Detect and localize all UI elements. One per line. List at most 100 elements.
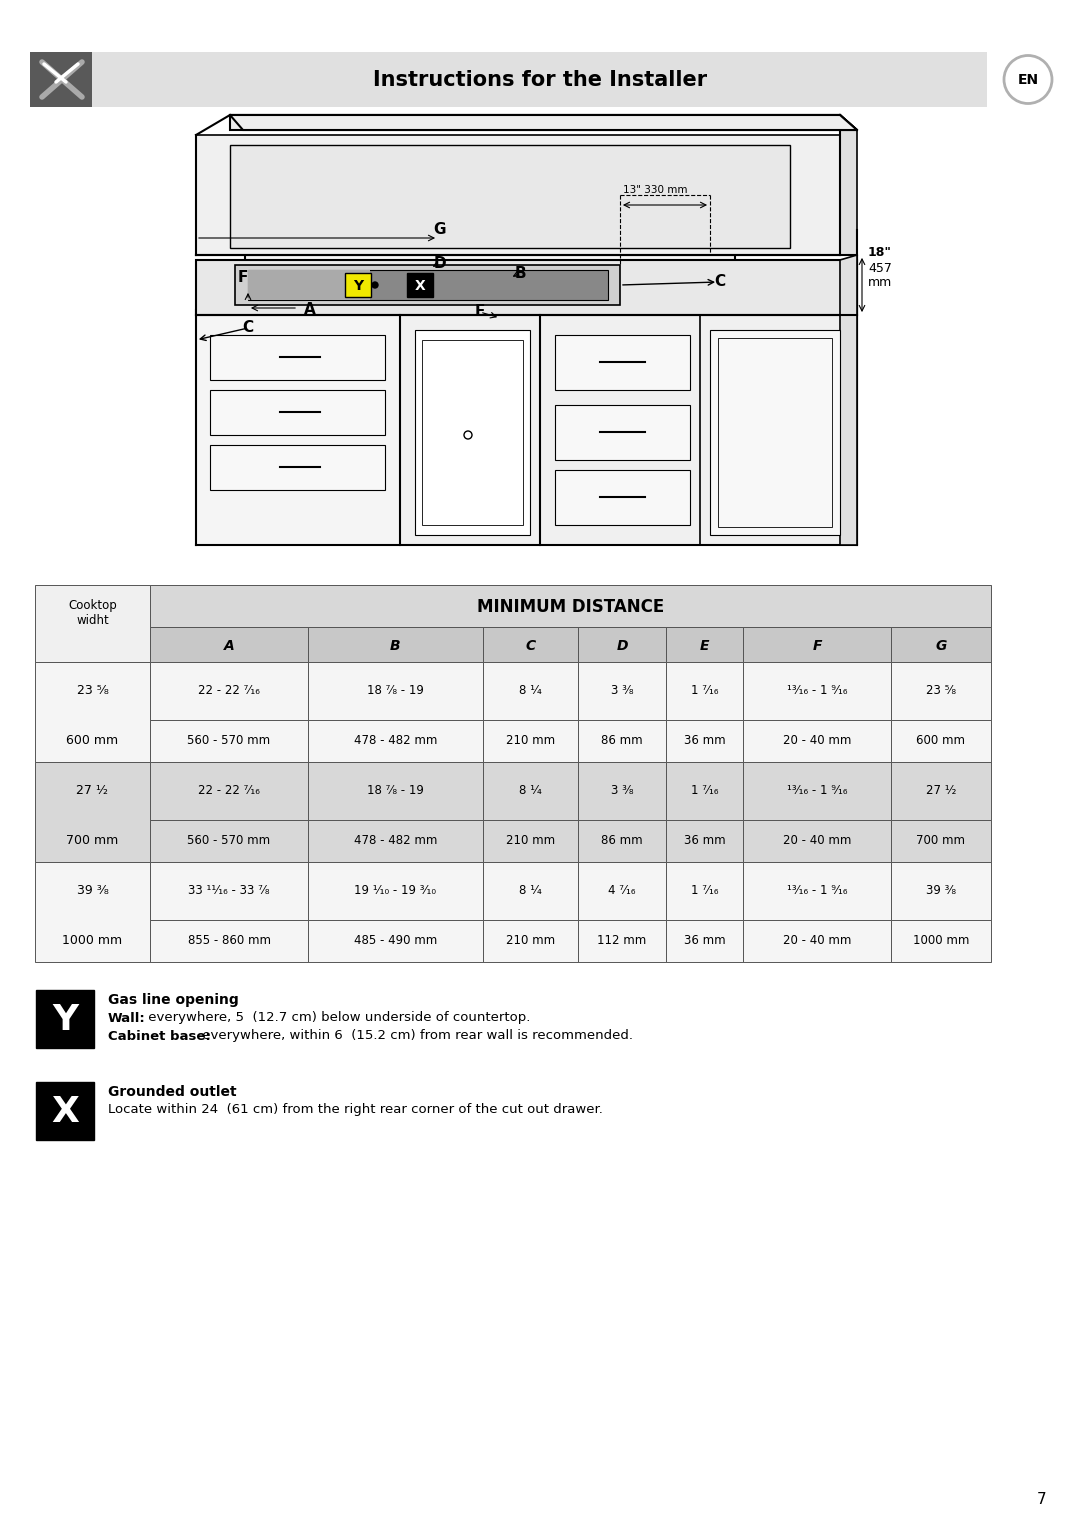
Text: 1 ⁷⁄₁₆: 1 ⁷⁄₁₆ [691, 684, 718, 698]
Polygon shape [840, 115, 858, 255]
Text: 478 - 482 mm: 478 - 482 mm [354, 734, 437, 748]
Bar [743, 820, 891, 863]
Bar [308, 663, 483, 721]
Bar [666, 628, 743, 663]
Text: 8 ¹⁄₄: 8 ¹⁄₄ [519, 684, 542, 698]
Text: 39 ³⁄₈: 39 ³⁄₈ [926, 884, 956, 898]
Text: 20 - 40 mm: 20 - 40 mm [783, 834, 851, 847]
Polygon shape [555, 405, 690, 460]
Polygon shape [230, 115, 858, 130]
Text: 560 - 570 mm: 560 - 570 mm [188, 734, 271, 748]
Bar [150, 663, 308, 721]
Bar [35, 762, 150, 863]
Bar [891, 762, 991, 820]
Polygon shape [210, 444, 384, 490]
Text: EN: EN [1017, 73, 1039, 87]
Text: 36 mm: 36 mm [684, 935, 726, 947]
Text: mm: mm [868, 276, 892, 290]
Text: 27 ¹⁄₂: 27 ¹⁄₂ [77, 785, 108, 797]
Bar [483, 721, 578, 762]
Text: A: A [305, 302, 315, 318]
Text: D: D [617, 638, 627, 652]
Bar [407, 273, 433, 296]
Bar [891, 663, 991, 721]
Text: 36 mm: 36 mm [684, 834, 726, 847]
Polygon shape [195, 315, 400, 545]
Bar [308, 628, 483, 663]
Text: 1000 mm: 1000 mm [63, 935, 122, 947]
Text: E: E [475, 304, 485, 319]
Bar [578, 863, 666, 919]
Text: 855 - 860 mm: 855 - 860 mm [188, 935, 270, 947]
Text: 86 mm: 86 mm [602, 734, 643, 748]
Bar [578, 762, 666, 820]
Text: 700 mm: 700 mm [917, 834, 966, 847]
Text: 18 ⁷⁄₈ - 19: 18 ⁷⁄₈ - 19 [367, 785, 424, 797]
Bar [743, 663, 891, 721]
Bar [578, 663, 666, 721]
Polygon shape [235, 266, 620, 305]
Polygon shape [195, 255, 858, 266]
Bar [891, 820, 991, 863]
Text: 8 ¹⁄₄: 8 ¹⁄₄ [519, 884, 542, 898]
Text: 13" 330 mm: 13" 330 mm [623, 185, 687, 195]
Text: 3 ³⁄₈: 3 ³⁄₈ [611, 785, 633, 797]
Text: B: B [514, 266, 526, 281]
Bar [666, 762, 743, 820]
Bar [150, 762, 308, 820]
Bar [578, 721, 666, 762]
Text: 27 ¹⁄₂: 27 ¹⁄₂ [926, 785, 956, 797]
Text: Grounded outlet: Grounded outlet [108, 1086, 237, 1099]
Bar [35, 663, 150, 762]
Text: 1000 mm: 1000 mm [913, 935, 969, 947]
Bar [578, 820, 666, 863]
Text: 7: 7 [1037, 1492, 1047, 1507]
Bar [743, 628, 891, 663]
Text: ¹³⁄₁₆ - 1 ⁹⁄₁₆: ¹³⁄₁₆ - 1 ⁹⁄₁₆ [786, 785, 847, 797]
Bar [483, 820, 578, 863]
Polygon shape [230, 115, 858, 130]
Text: 22 - 22 ⁷⁄₁₆: 22 - 22 ⁷⁄₁₆ [198, 785, 260, 797]
Text: 1 ⁷⁄₁₆: 1 ⁷⁄₁₆ [691, 884, 718, 898]
Text: B: B [390, 638, 401, 652]
Text: 23 ⁵⁄₈: 23 ⁵⁄₈ [926, 684, 956, 698]
Text: 86 mm: 86 mm [602, 834, 643, 847]
Text: 18 ⁷⁄₈ - 19: 18 ⁷⁄₈ - 19 [367, 684, 424, 698]
Bar [666, 863, 743, 919]
Text: Instructions for the Installer: Instructions for the Installer [373, 70, 707, 90]
Bar [666, 663, 743, 721]
Bar [150, 628, 308, 663]
Text: 210 mm: 210 mm [505, 935, 555, 947]
Polygon shape [195, 260, 858, 315]
Text: Cabinet base:: Cabinet base: [108, 1029, 211, 1043]
Bar [578, 919, 666, 962]
Bar [483, 663, 578, 721]
Polygon shape [415, 330, 530, 534]
Bar [891, 628, 991, 663]
Bar [308, 820, 483, 863]
Text: 33 ¹¹⁄₁₆ - 33 ⁷⁄₈: 33 ¹¹⁄₁₆ - 33 ⁷⁄₈ [188, 884, 270, 898]
Polygon shape [230, 145, 789, 247]
Bar [483, 863, 578, 919]
Text: 457: 457 [868, 261, 892, 275]
Text: C: C [526, 638, 536, 652]
Polygon shape [195, 134, 840, 255]
Text: 600 mm: 600 mm [67, 734, 119, 748]
Text: C: C [242, 321, 254, 336]
Text: widht: widht [76, 614, 109, 626]
Text: 485 - 490 mm: 485 - 490 mm [354, 935, 437, 947]
Text: ¹³⁄₁₆ - 1 ⁹⁄₁₆: ¹³⁄₁₆ - 1 ⁹⁄₁₆ [786, 884, 847, 898]
Text: 478 - 482 mm: 478 - 482 mm [354, 834, 437, 847]
Bar [578, 628, 666, 663]
Text: Y: Y [52, 1003, 78, 1037]
Text: F: F [238, 270, 248, 286]
Text: G: G [434, 223, 446, 238]
Text: ¹³⁄₁₆ - 1 ⁹⁄₁₆: ¹³⁄₁₆ - 1 ⁹⁄₁₆ [786, 684, 847, 698]
Text: F: F [812, 638, 822, 652]
Bar [666, 919, 743, 962]
Text: X: X [415, 279, 426, 293]
Text: 210 mm: 210 mm [505, 834, 555, 847]
Bar [150, 585, 991, 628]
Bar [743, 762, 891, 820]
Bar [30, 52, 92, 107]
